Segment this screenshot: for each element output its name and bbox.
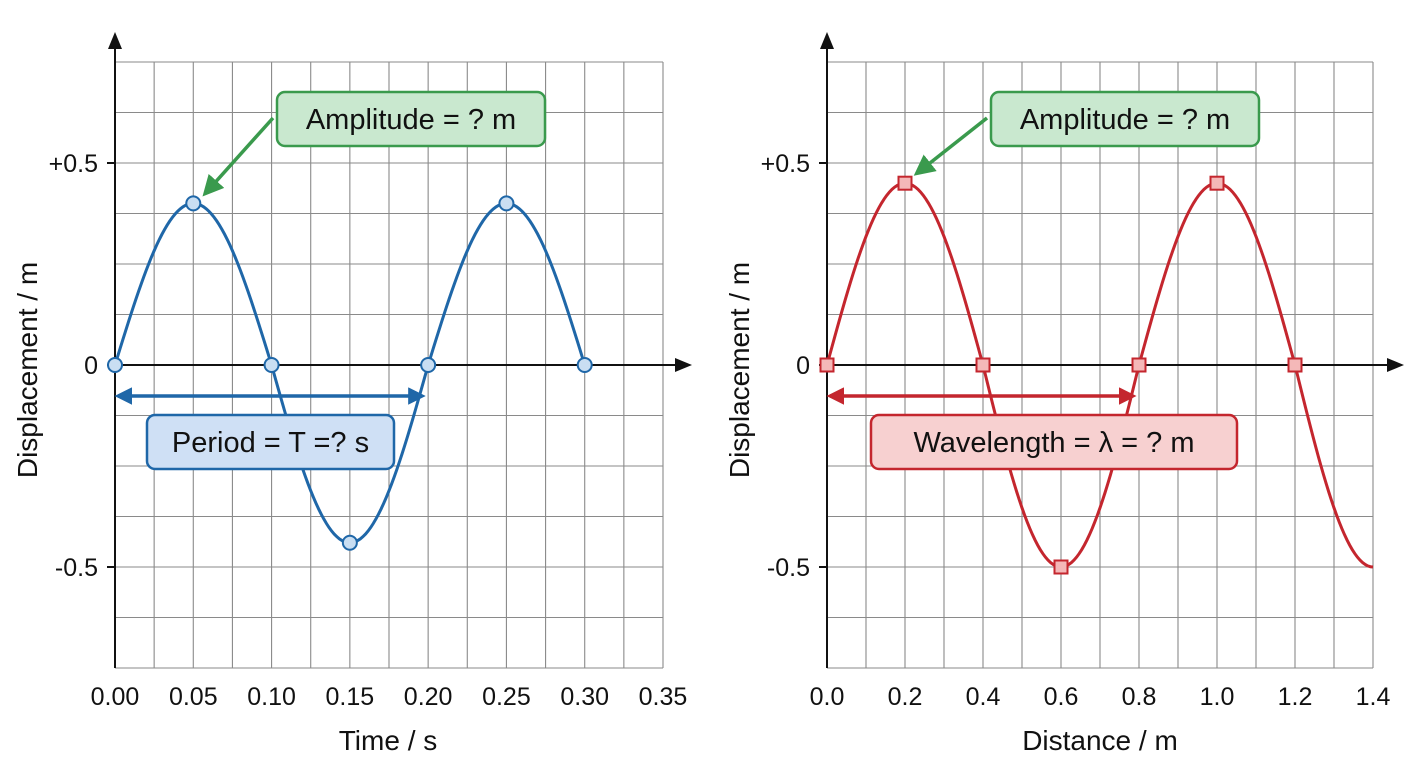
span-label: Period = T =? s <box>172 427 369 459</box>
x-axis-arrowhead <box>675 358 692 372</box>
y-tick-label: 0 <box>84 352 98 380</box>
axes: +0.5 0 -0.5 0.0 0.2 0.4 0.6 0.8 1.0 1.2 1.4 <box>761 32 1404 711</box>
data-point <box>819 357 835 373</box>
displacement-distance-graph: +0.5 0 -0.5 0.0 0.2 0.4 0.6 0.8 1.0 1.2 1.4 Distanc… <box>724 32 1404 756</box>
x-tick-label: 0.8 <box>1122 683 1157 711</box>
x-tick-label: 0.25 <box>482 683 531 711</box>
wavelength-annotation: Wavelength = λ = ? m <box>826 387 1239 471</box>
x-tick-label: 1.4 <box>1356 683 1391 711</box>
data-point <box>1287 357 1303 373</box>
span-label-box <box>145 413 396 471</box>
callout-label: Amplitude = ? m <box>1020 104 1230 136</box>
callout-arrow <box>202 116 275 197</box>
x-tick-label: 0.0 <box>810 683 845 711</box>
x-axis-title: Distance / m <box>1022 725 1178 756</box>
y-axis-arrowhead <box>820 32 834 49</box>
y-axis-title: Displacement / m <box>724 262 755 478</box>
x-tick-label: 1.2 <box>1278 683 1313 711</box>
x-axis-title: Time / s <box>339 725 438 756</box>
amplitude-callout: Amplitude = ? m <box>913 90 1261 176</box>
axes: +0.5 0 -0.5 0.00 0.05 0.10 0.15 0.20 0.25 0.30 0.3… <box>49 32 692 711</box>
x-tick-label: 0.2 <box>888 683 923 711</box>
span-label-box <box>869 413 1239 471</box>
x-tick-label: 0.4 <box>966 683 1001 711</box>
data-point <box>420 357 437 373</box>
x-tick-label: 0.20 <box>404 683 453 711</box>
callout-box <box>275 90 547 148</box>
series <box>107 195 593 551</box>
series <box>819 175 1374 575</box>
data-point <box>576 357 593 373</box>
span-label: Wavelength = λ = ? m <box>913 427 1194 459</box>
x-tick-label: 0.10 <box>247 683 296 711</box>
data-point <box>107 357 123 373</box>
x-tick-label: 1.0 <box>1200 683 1235 711</box>
displacement-time-graph: +0.5 0 -0.5 0.00 0.05 0.10 0.15 0.20 0.25 0.30 0.3… <box>12 32 692 756</box>
x-tick-label: 0.00 <box>91 683 140 711</box>
data-point <box>341 534 358 551</box>
period-annotation: Period = T =? s <box>114 387 426 471</box>
x-tick-label: 0.30 <box>560 683 609 711</box>
x-axis-arrowhead <box>1387 358 1404 372</box>
y-tick-label: -0.5 <box>767 554 810 582</box>
y-axis-title: Displacement / m <box>12 262 43 478</box>
data-point <box>897 175 913 191</box>
y-tick-label: +0.5 <box>761 150 810 178</box>
callout-label: Amplitude = ? m <box>306 104 516 136</box>
data-point <box>1209 175 1225 191</box>
data-point <box>975 357 991 373</box>
callout-arrow <box>913 116 989 176</box>
y-axis-arrowhead <box>108 32 122 49</box>
series-line <box>825 181 1374 569</box>
y-tick-label: 0 <box>796 352 810 380</box>
x-tick-label: 0.15 <box>326 683 375 711</box>
data-point <box>1053 559 1069 575</box>
data-point <box>498 195 515 212</box>
x-tick-label: 0.05 <box>169 683 218 711</box>
data-point <box>185 195 202 212</box>
callout-box <box>989 90 1261 148</box>
x-tick-label: 0.35 <box>639 683 688 711</box>
data-point <box>263 357 280 373</box>
amplitude-callout: Amplitude = ? m <box>202 90 547 197</box>
y-tick-label: +0.5 <box>49 150 98 178</box>
data-point <box>1131 357 1147 373</box>
y-tick-label: -0.5 <box>55 554 98 582</box>
x-tick-label: 0.6 <box>1044 683 1079 711</box>
